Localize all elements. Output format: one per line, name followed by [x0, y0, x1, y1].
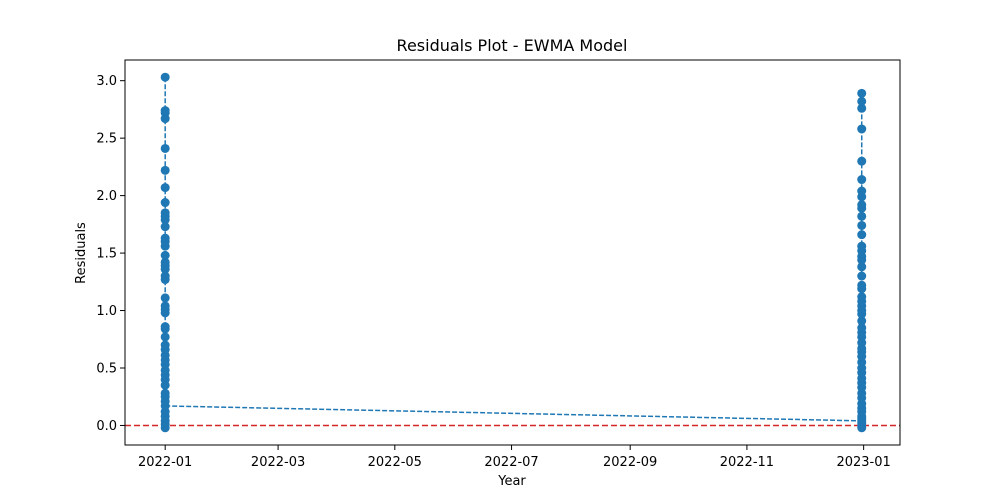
x-tick-label: 2022-03: [251, 455, 305, 470]
data-point: [857, 271, 867, 281]
x-axis-label: Year: [497, 474, 526, 489]
data-point: [160, 332, 170, 342]
y-tick-label: 1.0: [96, 304, 117, 319]
plot-frame: [124, 59, 901, 446]
data-point: [857, 96, 867, 106]
y-tick-label: 2.5: [96, 132, 117, 147]
data-point: [160, 388, 170, 398]
data-point: [160, 301, 170, 311]
data-point: [857, 103, 867, 113]
plot-area: [125, 72, 900, 433]
data-point: [160, 72, 170, 82]
data-point: [857, 241, 867, 251]
data-point: [857, 186, 867, 196]
data-point: [160, 340, 170, 350]
x-tick-label: 2023-01: [836, 455, 890, 470]
data-point: [857, 175, 867, 185]
data-point: [857, 292, 867, 302]
x-tick-label: 2022-01: [138, 455, 192, 470]
data-point: [160, 257, 170, 267]
data-point: [160, 165, 170, 175]
y-tick-label: 3.0: [96, 74, 117, 89]
data-point: [857, 211, 867, 221]
x-tick-label: 2022-11: [720, 455, 774, 470]
data-point: [857, 156, 867, 166]
data-point: [857, 262, 867, 272]
data-point: [857, 316, 867, 326]
data-point: [857, 200, 867, 210]
data-point: [160, 198, 170, 208]
y-tick-label: 2.0: [96, 189, 117, 204]
data-point: [857, 88, 867, 98]
data-point: [160, 250, 170, 260]
data-point: [857, 280, 867, 290]
x-axis: 2022-01 2022-03 2022-05 2022-07 2022-09 2022-…: [138, 445, 891, 470]
data-point: [160, 208, 170, 218]
data-point: [857, 220, 867, 230]
data-point: [857, 230, 867, 240]
data-point: [160, 222, 170, 232]
x-tick-label: 2022-09: [603, 455, 657, 470]
data-point: [160, 183, 170, 193]
y-tick-label: 0.5: [96, 362, 117, 377]
data-point: [857, 124, 867, 134]
y-tick-label: 1.5: [96, 247, 117, 262]
data-point: [160, 233, 170, 243]
chart-title: Residuals Plot - EWMA Model: [397, 36, 628, 55]
y-tick-label: 0.0: [96, 419, 117, 434]
data-point: [160, 143, 170, 153]
y-axis: 0.0 0.5 1.0 1.5 2.0 2.5 3.0: [96, 74, 125, 434]
x-tick-label: 2022-07: [484, 455, 538, 470]
data-point: [160, 271, 170, 281]
data-point: [857, 323, 867, 333]
y-axis-label: Residuals: [74, 222, 89, 284]
data-point: [160, 293, 170, 303]
data-point: [160, 322, 170, 332]
series-line-connector: [165, 405, 862, 422]
x-tick-label: 2022-05: [368, 455, 422, 470]
data-point: [160, 106, 170, 116]
